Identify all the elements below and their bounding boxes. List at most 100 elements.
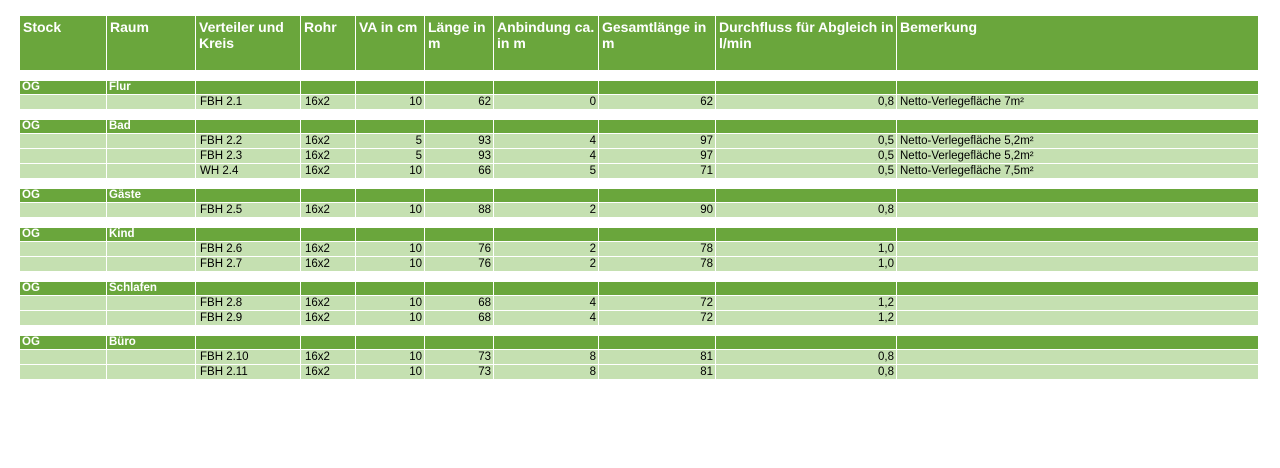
section-cell: [301, 189, 355, 202]
cell-stock: [20, 95, 106, 109]
header-anbindung: Anbindung ca. in m: [494, 16, 598, 70]
section-cell: [196, 120, 300, 133]
section-cell: [425, 81, 493, 94]
cell-gesamt: 72: [599, 296, 715, 310]
section-cell: [897, 282, 1258, 295]
cell-va: 10: [356, 296, 424, 310]
section-raum: Bad: [107, 120, 195, 133]
cell-raum: [107, 257, 195, 271]
table-row: FBH 2.8 16x2 10 68 4 72 1,2: [20, 296, 1258, 310]
cell-kreis: FBH 2.11: [196, 365, 300, 379]
section-stock: OG: [20, 282, 106, 295]
cell-gesamt: 90: [599, 203, 715, 217]
cell-durchfluss: 0,5: [716, 134, 896, 148]
cell-rohr: 16x2: [301, 164, 355, 178]
cell-durchfluss: 1,0: [716, 242, 896, 256]
section-cell: [599, 81, 715, 94]
header-stock: Stock: [20, 16, 106, 70]
section-cell: [494, 282, 598, 295]
cell-anbindung: 8: [494, 365, 598, 379]
cell-laenge: 73: [425, 365, 493, 379]
cell-kreis: FBH 2.3: [196, 149, 300, 163]
cell-kreis: FBH 2.6: [196, 242, 300, 256]
cell-stock: [20, 242, 106, 256]
cell-stock: [20, 350, 106, 364]
cell-stock: [20, 311, 106, 325]
section-stock: OG: [20, 81, 106, 94]
section-cell: [494, 120, 598, 133]
cell-rohr: 16x2: [301, 365, 355, 379]
section-cell: [196, 81, 300, 94]
cell-gesamt: 78: [599, 242, 715, 256]
room-section-row: OG Gäste: [20, 189, 1258, 202]
cell-raum: [107, 134, 195, 148]
cell-stock: [20, 149, 106, 163]
cell-raum: [107, 242, 195, 256]
cell-kreis: FBH 2.2: [196, 134, 300, 148]
section-cell: [599, 336, 715, 349]
cell-rohr: 16x2: [301, 203, 355, 217]
cell-bemerkung: [897, 296, 1258, 310]
header-raum: Raum: [107, 16, 195, 70]
heating-circuit-table: Stock Raum Verteiler und Kreis Rohr VA i…: [20, 16, 1258, 379]
room-section-row: OG Kind: [20, 228, 1258, 241]
cell-va: 10: [356, 164, 424, 178]
header-rohr: Rohr: [301, 16, 355, 70]
cell-stock: [20, 203, 106, 217]
cell-stock: [20, 257, 106, 271]
cell-va: 5: [356, 149, 424, 163]
cell-bemerkung: [897, 203, 1258, 217]
section-raum: Gäste: [107, 189, 195, 202]
header-durchfluss: Durchfluss für Abgleich in l/min: [716, 16, 896, 70]
cell-rohr: 16x2: [301, 311, 355, 325]
table-row: FBH 2.7 16x2 10 76 2 78 1,0: [20, 257, 1258, 271]
section-cell: [425, 189, 493, 202]
cell-va: 10: [356, 242, 424, 256]
cell-gesamt: 71: [599, 164, 715, 178]
header-laenge: Länge in m: [425, 16, 493, 70]
cell-anbindung: 2: [494, 203, 598, 217]
cell-durchfluss: 0,5: [716, 149, 896, 163]
cell-anbindung: 4: [494, 149, 598, 163]
section-cell: [356, 81, 424, 94]
cell-stock: [20, 134, 106, 148]
table-row: FBH 2.11 16x2 10 73 8 81 0,8: [20, 365, 1258, 379]
section-cell: [494, 81, 598, 94]
cell-gesamt: 78: [599, 257, 715, 271]
cell-laenge: 93: [425, 149, 493, 163]
section-cell: [425, 120, 493, 133]
cell-kreis: WH 2.4: [196, 164, 300, 178]
cell-va: 10: [356, 311, 424, 325]
section-cell: [425, 228, 493, 241]
section-raum: Büro: [107, 336, 195, 349]
header-va: VA in cm: [356, 16, 424, 70]
section-cell: [356, 120, 424, 133]
cell-va: 10: [356, 350, 424, 364]
cell-raum: [107, 350, 195, 364]
cell-rohr: 16x2: [301, 149, 355, 163]
cell-bemerkung: Netto-Verlegefläche 7m²: [897, 95, 1258, 109]
table-header: Stock Raum Verteiler und Kreis Rohr VA i…: [20, 16, 1258, 70]
cell-anbindung: 8: [494, 350, 598, 364]
cell-bemerkung: [897, 257, 1258, 271]
table-row: WH 2.4 16x2 10 66 5 71 0,5 Netto-Verlegefläche …: [20, 164, 1258, 178]
section-cell: [897, 189, 1258, 202]
section-cell: [196, 282, 300, 295]
cell-anbindung: 0: [494, 95, 598, 109]
table-row: FBH 2.2 16x2 5 93 4 97 0,5 Netto-Verlegefläche …: [20, 134, 1258, 148]
cell-rohr: 16x2: [301, 242, 355, 256]
section-cell: [716, 228, 896, 241]
table-row: FBH 2.10 16x2 10 73 8 81 0,8: [20, 350, 1258, 364]
cell-va: 10: [356, 365, 424, 379]
cell-durchfluss: 1,2: [716, 296, 896, 310]
cell-laenge: 76: [425, 257, 493, 271]
section-cell: [494, 336, 598, 349]
table-row: FBH 2.1 16x2 10 62 0 62 0,8 Netto-Verlegefläche…: [20, 95, 1258, 109]
table-row: FBH 2.9 16x2 10 68 4 72 1,2: [20, 311, 1258, 325]
cell-rohr: 16x2: [301, 134, 355, 148]
cell-bemerkung: Netto-Verlegefläche 5,2m²: [897, 134, 1258, 148]
section-cell: [356, 336, 424, 349]
section-cell: [425, 336, 493, 349]
cell-durchfluss: 0,5: [716, 164, 896, 178]
section-cell: [599, 120, 715, 133]
